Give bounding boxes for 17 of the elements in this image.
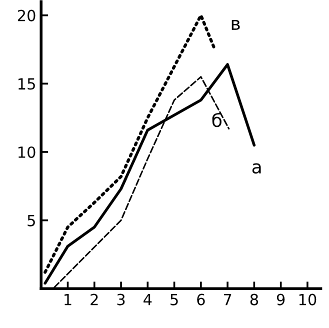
x-tick-label: 2 [90,294,98,306]
y-tick-label: 15 [18,78,35,90]
x-tick-label: 4 [144,294,152,306]
x-tick-label: 5 [170,294,178,306]
x-tick-label: 3 [117,294,125,306]
x-tick-label: 10 [299,294,316,306]
x-tick-label: 7 [224,294,232,306]
x-tick-label: 9 [276,294,285,306]
y-tick-label: 20 [18,10,36,22]
series-label: б [212,112,222,128]
x-tick-label: 1 [64,294,72,306]
series-label: а [252,163,261,174]
y-tick-label: 10 [18,146,36,158]
x-tick-label: 6 [197,294,205,306]
y-tick-label: 5 [28,214,35,226]
x-tick-label: 8 [250,294,258,306]
series-label: в [232,20,240,30]
